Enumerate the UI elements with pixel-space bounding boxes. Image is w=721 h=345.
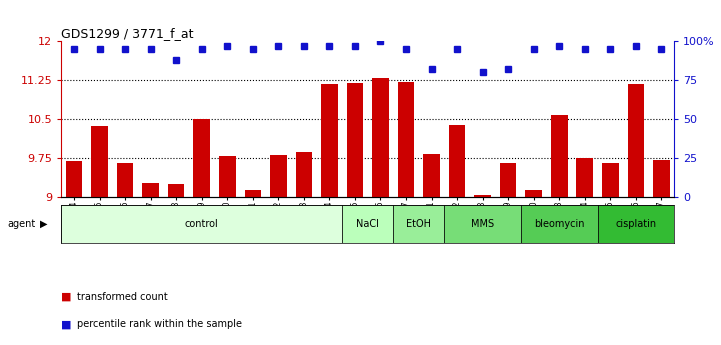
Text: EtOH: EtOH — [406, 219, 431, 229]
Bar — [117, 163, 133, 197]
Text: ■: ■ — [61, 292, 72, 302]
Bar — [627, 84, 644, 197]
Bar — [92, 126, 108, 197]
Bar — [321, 84, 337, 197]
Bar — [423, 154, 440, 197]
Bar — [577, 158, 593, 197]
Bar — [193, 119, 210, 197]
Bar — [602, 163, 619, 197]
Bar — [444, 205, 521, 243]
Bar — [66, 161, 82, 197]
Bar — [474, 195, 491, 197]
Text: control: control — [185, 219, 218, 229]
Bar — [521, 205, 598, 243]
Text: ■: ■ — [61, 319, 72, 329]
Bar — [168, 184, 185, 197]
Bar — [500, 163, 516, 197]
Bar — [270, 155, 287, 197]
Text: transformed count: transformed count — [77, 292, 168, 302]
Text: ▶: ▶ — [40, 219, 47, 229]
Text: GDS1299 / 3771_f_at: GDS1299 / 3771_f_at — [61, 27, 194, 40]
Bar — [526, 190, 542, 197]
Text: bleomycin: bleomycin — [534, 219, 585, 229]
Bar — [653, 160, 670, 197]
Bar — [372, 78, 389, 197]
Bar — [347, 83, 363, 197]
Bar — [398, 82, 415, 197]
Bar — [393, 205, 444, 243]
Bar — [219, 156, 236, 197]
Text: NaCl: NaCl — [356, 219, 379, 229]
Text: cisplatin: cisplatin — [615, 219, 656, 229]
Text: MMS: MMS — [471, 219, 494, 229]
Bar — [598, 205, 674, 243]
Bar — [448, 125, 465, 197]
Bar — [296, 152, 312, 197]
Bar — [142, 183, 159, 197]
Bar — [61, 205, 342, 243]
Text: percentile rank within the sample: percentile rank within the sample — [77, 319, 242, 329]
Bar — [244, 190, 261, 197]
Text: agent: agent — [7, 219, 35, 229]
Bar — [551, 115, 567, 197]
Bar — [342, 205, 393, 243]
